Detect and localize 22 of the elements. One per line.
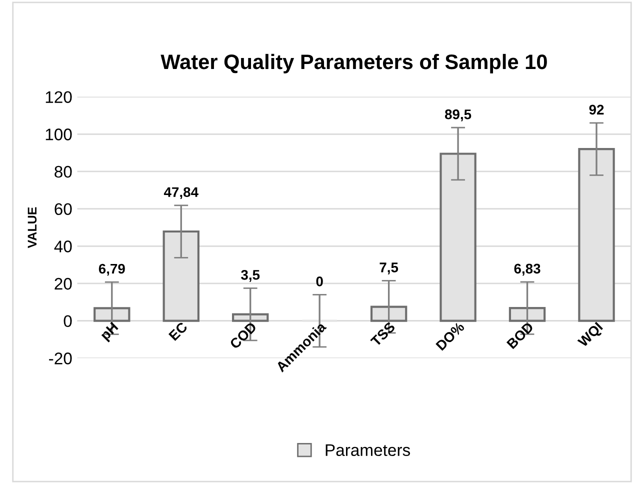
data-label: 6,79 <box>98 264 125 276</box>
data-label: 7,5 <box>380 262 398 274</box>
data-label: 0 <box>316 276 323 286</box>
y-tick-label: -20 <box>49 352 72 364</box>
y-tick-label: 100 <box>46 128 72 140</box>
y-tick-label: 20 <box>54 278 72 290</box>
data-label: 92 <box>589 104 604 115</box>
data-label: 3,5 <box>241 270 260 282</box>
y-tick-label: 40 <box>54 240 72 252</box>
x-tick-label: TSS <box>370 321 396 348</box>
legend-label: Parameters <box>326 444 410 456</box>
y-tick-label: 120 <box>46 91 72 104</box>
x-tick-label: pH <box>100 322 120 342</box>
chart-title: Water Quality Parameters of Sample 10 <box>160 54 547 74</box>
data-label: 89,5 <box>444 109 472 122</box>
x-tick-label: EC <box>168 321 188 342</box>
data-label: 6,83 <box>514 264 540 276</box>
y-axis-title: VALUE <box>28 207 37 248</box>
y-tick-label: 60 <box>54 203 72 216</box>
y-tick-label: 80 <box>54 166 72 178</box>
y-tick-label: 0 <box>64 315 72 328</box>
data-label: 47,84 <box>164 187 198 200</box>
